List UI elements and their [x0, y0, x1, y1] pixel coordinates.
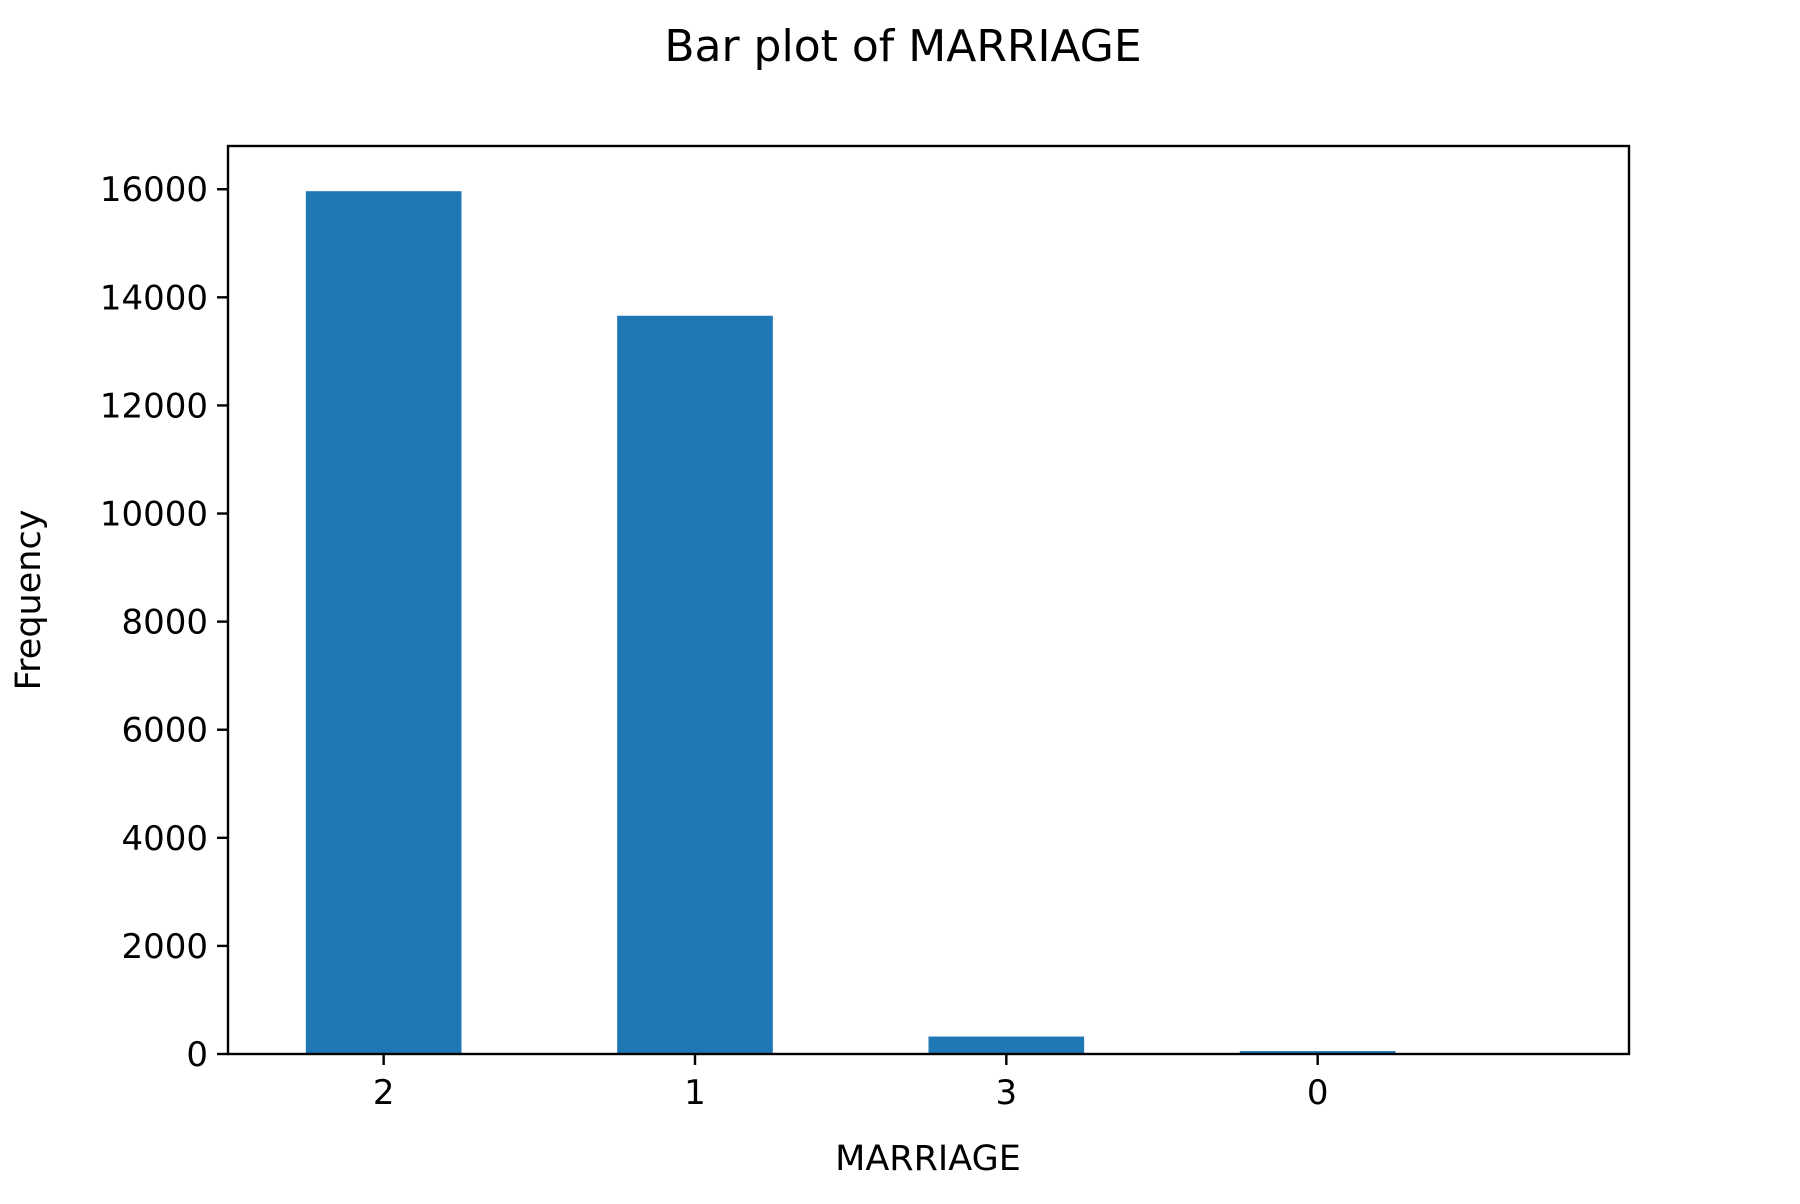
- bar-0: [1239, 1051, 1396, 1054]
- y-tick-label: 12000: [100, 386, 208, 426]
- bar-3: [928, 1036, 1085, 1054]
- bar-1: [617, 315, 773, 1055]
- x-tick-label: 1: [684, 1073, 706, 1113]
- bar-2: [305, 191, 462, 1054]
- y-tick-label: 6000: [121, 711, 208, 751]
- y-axis-ticks: 0 2000 4000 6000 8000 10000 12000 14000 16000: [100, 170, 228, 1075]
- y-tick-label: 2000: [121, 927, 208, 967]
- x-axis-ticks: 2 1 3 0: [373, 1054, 1329, 1113]
- x-tick-label: 0: [1307, 1073, 1329, 1113]
- y-tick-label: 14000: [100, 278, 208, 318]
- bars-layer: [305, 191, 1396, 1055]
- y-tick-label: 0: [186, 1035, 208, 1075]
- chart-title: Bar plot of MARRIAGE: [664, 21, 1141, 72]
- x-tick-label: 3: [996, 1073, 1018, 1113]
- y-tick-label: 8000: [121, 603, 208, 643]
- plot-frame: [226, 144, 1631, 1056]
- x-axis-label: MARRIAGE: [835, 1139, 1021, 1179]
- y-axis-label: Frequency: [9, 510, 49, 691]
- y-tick-label: 16000: [100, 170, 208, 210]
- y-tick-label: 10000: [100, 495, 208, 535]
- y-tick-label: 4000: [121, 819, 208, 859]
- x-tick-label: 2: [373, 1073, 395, 1113]
